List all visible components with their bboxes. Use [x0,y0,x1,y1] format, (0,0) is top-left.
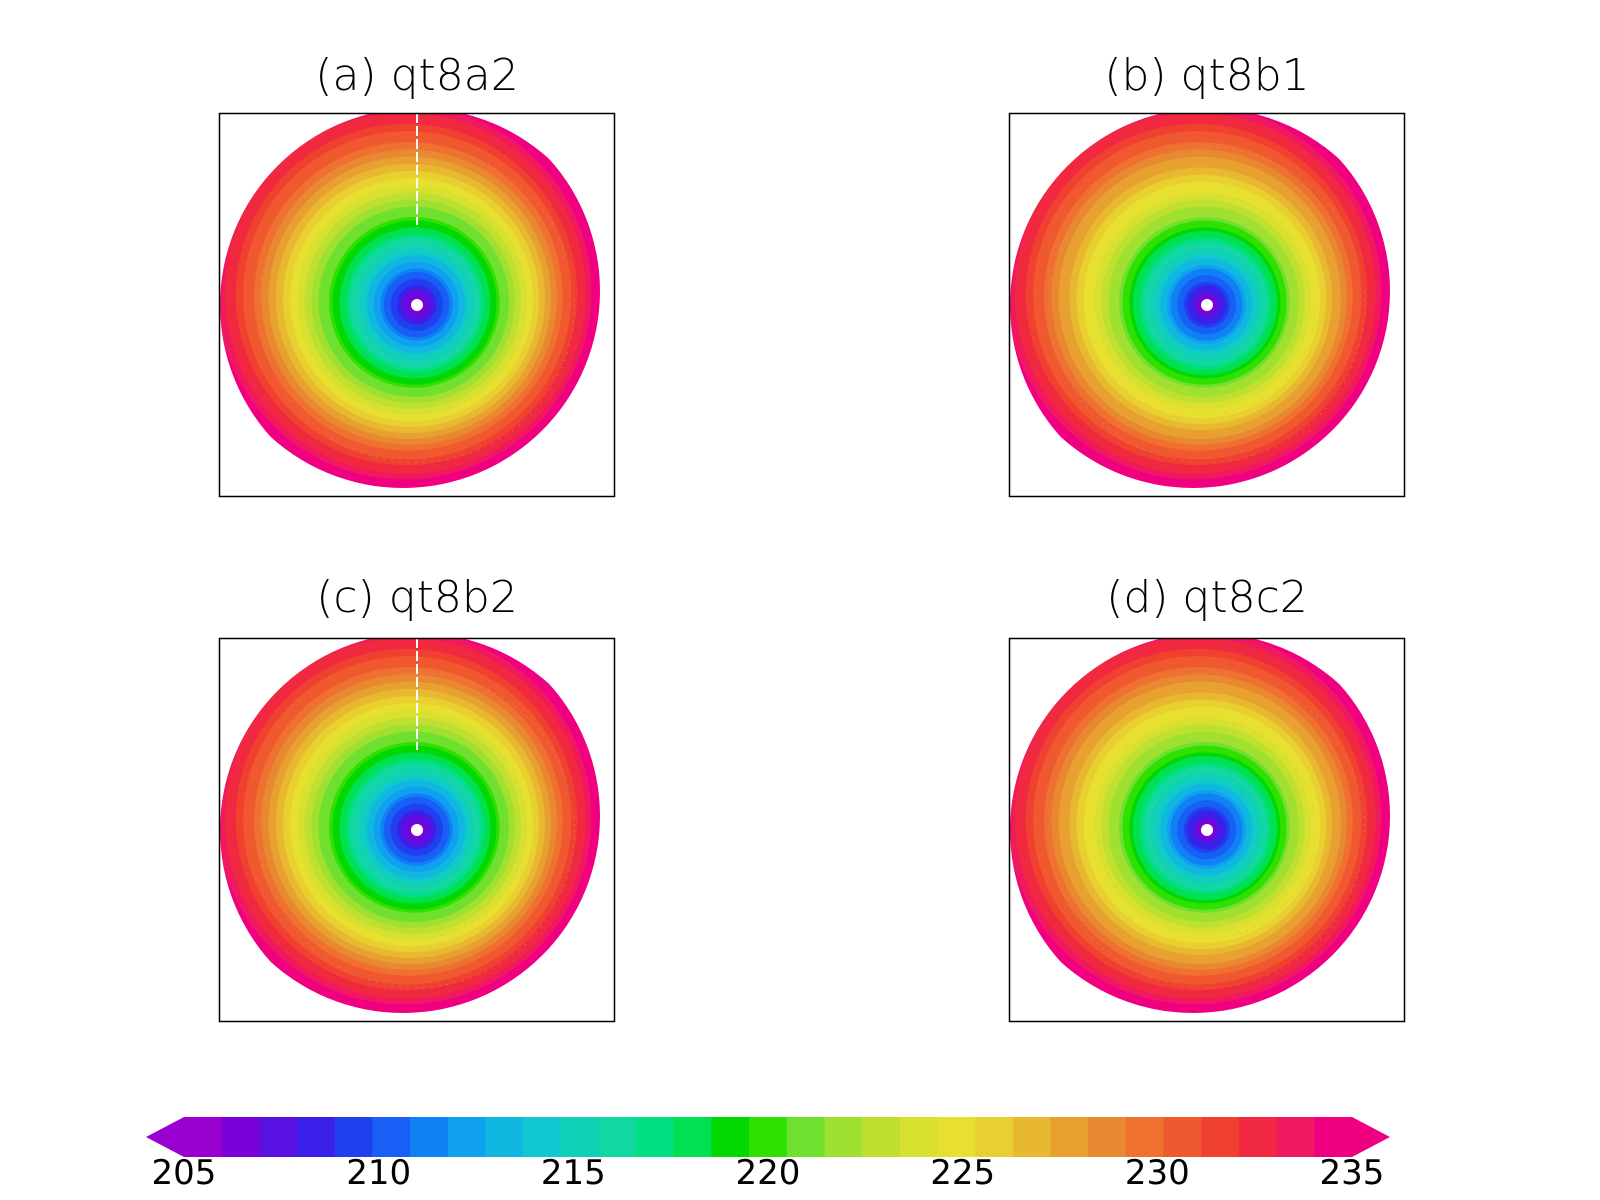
panel-title-b: (b) qt8b1 [1104,50,1309,101]
colorbar-segment [485,1117,524,1157]
latitude-circle [258,146,576,464]
colorbar-segment [1238,1117,1278,1157]
colorbar-segment [636,1117,675,1157]
colorbar-segment [297,1117,336,1157]
colorbar-segment [711,1117,750,1157]
panel-c [218,637,616,1023]
pole-marker [1201,824,1213,836]
panel-frame [1008,637,1406,1023]
outside-mask [219,113,615,497]
colorbar-segment [598,1117,637,1157]
colorbar-segment [410,1117,449,1157]
colorbar-segment [937,1117,976,1157]
colorbar-segment [1201,1117,1240,1157]
latitude-circle [1048,671,1366,989]
panel-frame [1008,112,1406,498]
latitude-circle [1098,721,1316,939]
latitude-circle [357,245,477,365]
colorbar-segment [1276,1117,1315,1157]
colorbar-segment [1314,1117,1353,1157]
latitude-circle [1048,146,1366,464]
colorbar [146,1117,1390,1157]
colorbar-segment [824,1117,863,1157]
colorbar-segment [1088,1117,1127,1157]
colorbar-segment [975,1117,1014,1157]
colorbar-segment [749,1117,788,1157]
colorbar-tick-label: 220 [736,1153,801,1193]
panel-d [1008,637,1406,1023]
colorbar-segment [334,1117,373,1157]
panel-frame [218,637,616,1023]
colorbar-segment [523,1117,562,1157]
colorbar-segment [1012,1117,1052,1157]
outside-mask [219,638,615,1022]
colorbar-extend-min [146,1117,184,1157]
colorbar-segment [1125,1117,1165,1157]
colorbar-segment [372,1117,411,1157]
colorbar-extend-max [1352,1117,1390,1157]
colorbar-segment [221,1117,260,1157]
colorbar-segment [899,1117,939,1157]
latitude-circle [1147,245,1267,365]
panel-b [1008,112,1406,498]
panel-a [218,112,616,498]
colorbar-tick-label: 215 [541,1153,606,1193]
colorbar-segment [560,1117,599,1157]
colorbar-tick-label: 210 [346,1153,411,1193]
latitude-circle [1098,196,1316,414]
colorbar-segment [862,1117,901,1157]
colorbar-tick-label: 235 [1320,1153,1385,1193]
colorbar-segment [447,1117,486,1157]
colorbar-segment [673,1117,712,1157]
latitude-circle [357,770,477,890]
colorbar-segment [184,1117,223,1157]
colorbar-tick-label: 225 [930,1153,995,1193]
colorbar-tick-labels: 205 210 215 220 225 230 235 [152,1153,1385,1193]
colorbar-tick-label: 230 [1125,1153,1190,1193]
colorbar-tick-label: 205 [152,1153,217,1193]
pole-marker [411,824,423,836]
latitude-circle [1147,770,1267,890]
panel-frame [218,112,616,498]
latitude-circle [308,721,526,939]
pole-marker [1201,299,1213,311]
colorbar-segment [1050,1117,1089,1157]
colorbar-segment [1163,1117,1202,1157]
panel-title-d: (d) qt8c2 [1106,572,1308,623]
panel-title-a: (a) qt8a2 [315,50,518,101]
outside-mask [1009,638,1405,1022]
latitude-circle [308,196,526,414]
colorbar-segment [786,1117,826,1157]
panel-title-c: (c) qt8b2 [316,572,518,623]
latitude-circle [258,671,576,989]
outside-mask [1009,113,1405,497]
pole-marker [411,299,423,311]
colorbar-segment [259,1117,298,1157]
